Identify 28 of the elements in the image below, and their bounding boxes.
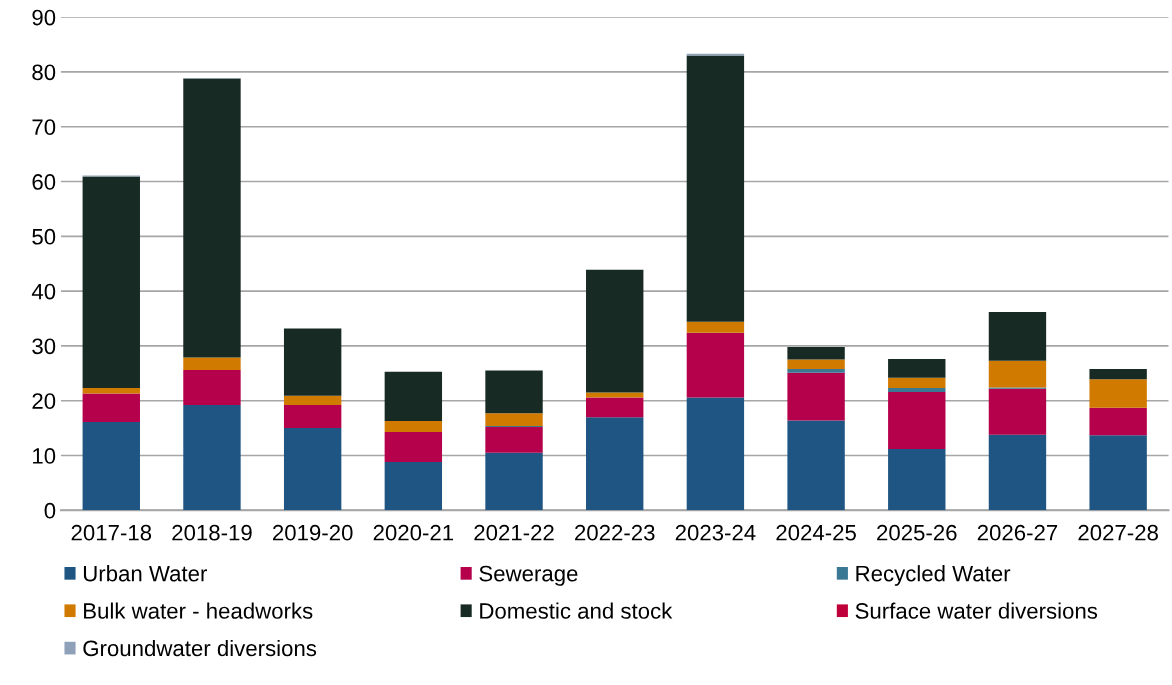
y-tick-label: 50 — [32, 228, 56, 245]
x-tick-label: 2019-20 — [273, 524, 353, 541]
legend-label: Groundwater diversions — [83, 639, 317, 657]
x-tick-label: 2025-26 — [877, 524, 957, 541]
legend-label: Urban Water — [83, 565, 207, 582]
x-tick-label: 2026-27 — [977, 524, 1058, 541]
x-tick-label: 2022-23 — [575, 524, 655, 541]
x-tick-label: 2017-18 — [71, 524, 152, 541]
y-tick-label: 80 — [32, 64, 56, 81]
y-tick-label: 30 — [32, 338, 56, 355]
x-tick-label: 2023-24 — [675, 524, 756, 541]
x-tick-label: 2027-28 — [1078, 524, 1158, 541]
x-tick-label: 2021-22 — [474, 524, 554, 541]
y-tick-label: 10 — [33, 448, 56, 464]
y-tick-label: 40 — [31, 283, 56, 300]
y-tick-label: 0 — [44, 502, 56, 519]
legend-label: Domestic and stock — [480, 602, 673, 619]
y-tick-label: 70 — [32, 119, 56, 135]
legend-label: Surface water diversions — [855, 602, 1098, 619]
y-tick-label: 20 — [32, 393, 56, 409]
legend-label: Bulk water - headworks — [84, 602, 313, 619]
x-tick-label: 2024-25 — [776, 524, 856, 541]
y-tick-label: 60 — [32, 174, 56, 190]
legend-label: Recycled Water — [856, 565, 1011, 586]
x-tick-label: 2020-21 — [373, 524, 454, 541]
y-tick-label: 90 — [32, 9, 56, 26]
legend-label: Sewerage — [479, 565, 578, 586]
x-tick-label: 2018-19 — [172, 524, 252, 541]
